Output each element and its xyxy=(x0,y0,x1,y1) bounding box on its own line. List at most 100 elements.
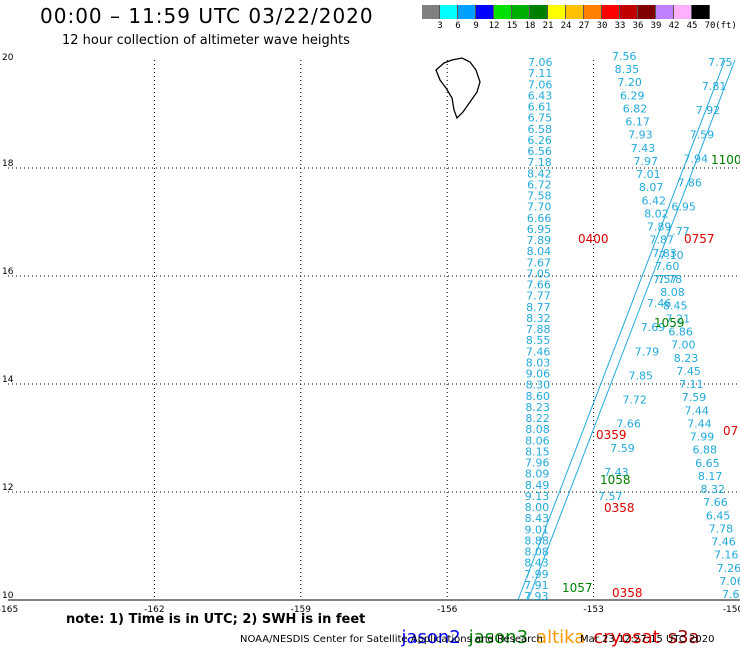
legend-swatch xyxy=(440,5,458,19)
sat-jason3: jason3 xyxy=(468,627,529,648)
wave-height-label: 8.43 xyxy=(524,557,549,570)
wave-height-label: 6.56 xyxy=(527,145,552,158)
wave-height-label: 7.66 xyxy=(703,496,728,509)
legend-swatch xyxy=(674,5,692,19)
wave-height-label: 6.75 xyxy=(528,112,553,125)
wave-height-label: 7.87 xyxy=(650,234,675,247)
satellite-legend: jason2 jason3 altika cryosat s3a xyxy=(390,606,708,648)
ground-track-line xyxy=(527,59,736,601)
legend-label: 27 xyxy=(578,21,590,31)
wave-height-label: 8.09 xyxy=(525,468,550,481)
sat-altika: altika xyxy=(536,627,586,648)
wave-height-label: 7.94 xyxy=(684,152,709,165)
wave-height-label: 8.32 xyxy=(526,312,551,325)
wave-height-label: 8.88 xyxy=(524,534,549,547)
wave-height-label: 7.00 xyxy=(671,339,696,352)
generated-time: Mar 23 12:27:15 UTC 2020 xyxy=(580,634,715,645)
wave-height-label: 7.6 xyxy=(722,588,740,601)
wave-height-label: 7.78 xyxy=(658,273,683,286)
wave-height-label: 7.81 xyxy=(702,80,727,93)
wave-height-label: 7.79 xyxy=(635,345,660,358)
hawaii-island-outline xyxy=(435,57,481,120)
legend-label: 24 xyxy=(560,21,572,31)
wave-height-label: 8.30 xyxy=(526,379,551,392)
wave-height-label: 7.46 xyxy=(711,536,736,549)
legend-label: 30 xyxy=(596,21,608,31)
wave-height-label: 7.06 xyxy=(719,575,740,588)
wave-height-label: 7.96 xyxy=(525,457,550,470)
wave-height-label: 9.06 xyxy=(526,368,551,381)
wave-height-label: 7.75 xyxy=(708,56,733,69)
ground-track-line xyxy=(517,59,726,601)
wave-height-label: 7.89 xyxy=(527,234,552,247)
wave-height-label: 8.45 xyxy=(663,299,688,312)
wave-height-label: 6.58 xyxy=(528,123,553,136)
sat-jason2: jason2 xyxy=(401,627,461,648)
wave-height-label: 8.42 xyxy=(527,167,552,180)
legend-swatch xyxy=(422,5,440,19)
wave-height-label: 7.43 xyxy=(631,142,656,155)
wave-height-label: 8.00 xyxy=(525,501,550,514)
legend-label: 45 xyxy=(686,21,698,31)
wave-height-label: 7.77 xyxy=(526,290,551,303)
wave-height-label: 7.86 xyxy=(677,177,702,190)
units-note: note: 1) Time is in UTC; 2) SWH is in fe… xyxy=(66,612,366,627)
legend-swatch xyxy=(458,5,476,19)
wave-height-label: 6.42 xyxy=(642,194,667,207)
wave-height-label: 8.07 xyxy=(639,181,664,194)
sat-s3a: s3a xyxy=(667,627,700,648)
wave-height-label: 6.72 xyxy=(527,178,552,191)
legend-label: 18 xyxy=(524,21,536,31)
wave-height-label: 7.57 xyxy=(598,490,623,503)
wave-height-label: 8.35 xyxy=(615,63,640,76)
legend-label: 12 xyxy=(488,21,500,31)
x-tick-label: -165 xyxy=(0,605,18,615)
wave-height-label: 6.61 xyxy=(528,101,553,114)
wave-height-label: 7.89 xyxy=(647,221,672,234)
pass-time-label: 0358 xyxy=(604,501,635,515)
pass-time-label: 0359 xyxy=(596,428,627,442)
wave-height-label: 7.91 xyxy=(524,579,549,592)
wave-height-label: 7.78 xyxy=(709,522,734,535)
legend-label: 33 xyxy=(614,21,626,31)
pass-time-label: 0358 xyxy=(612,586,643,600)
y-tick-label: 14 xyxy=(2,375,14,385)
wave-height-label: 7.99 xyxy=(524,568,549,581)
wave-height-label: 7.70 xyxy=(527,201,552,214)
wave-height-label: 7.93 xyxy=(628,129,653,142)
wave-height-label: 7.16 xyxy=(714,549,739,562)
legend-label: 3 xyxy=(437,21,443,31)
wave-height-label: 8.04 xyxy=(527,245,552,258)
wave-height-label: 7.46 xyxy=(526,345,551,358)
big-island-shape xyxy=(435,57,481,120)
legend-label: 9 xyxy=(473,21,479,31)
x-tick-label: -159 xyxy=(291,605,312,615)
wave-height-label: 7.66 xyxy=(526,279,551,292)
wave-height-label: 7.21 xyxy=(666,312,691,325)
y-tick-label: 16 xyxy=(2,267,14,277)
wave-height-label: 6.43 xyxy=(528,89,553,102)
wave-height-label: 8.03 xyxy=(526,356,551,369)
wave-height-label: 8.60 xyxy=(526,390,551,403)
sat-cryosat: cryosat xyxy=(593,627,660,648)
wave-height-label: 7.10 xyxy=(659,249,684,262)
y-tick-label: 12 xyxy=(2,483,13,493)
wave-height-label: 6.17 xyxy=(625,116,650,129)
wave-height-label: 7.11 xyxy=(528,67,553,80)
wave-height-label: 7.05 xyxy=(526,267,551,280)
wave-height-label: 7.56 xyxy=(612,50,637,63)
legend-swatch xyxy=(476,5,494,19)
legend-label: 15 xyxy=(506,21,518,31)
wave-height-label: 7.57 xyxy=(653,273,678,286)
wave-height-label: 7.58 xyxy=(527,190,552,203)
wave-height-label: 7.92 xyxy=(696,104,721,117)
legend-label: 42 xyxy=(668,21,680,31)
wave-height-label: 7.44 xyxy=(684,404,709,417)
wave-height-label: 6.65 xyxy=(695,457,720,470)
wave-height-label: 8.55 xyxy=(526,334,551,347)
pass-time-label: 0400 xyxy=(578,232,609,246)
wave-height-label: 6.45 xyxy=(706,509,731,522)
x-tick-label: -150 xyxy=(723,605,740,615)
wave-height-label: 9.13 xyxy=(525,490,550,503)
